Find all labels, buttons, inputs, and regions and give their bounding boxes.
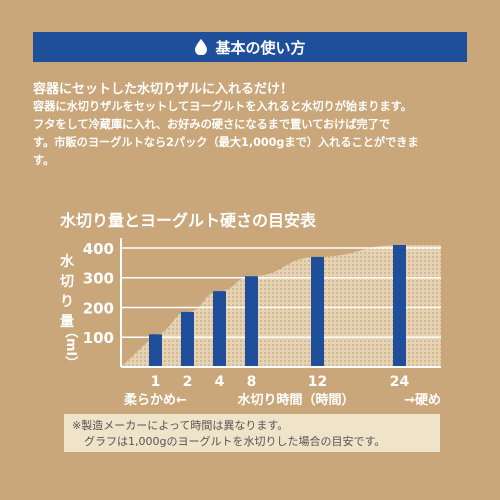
intro-line: フタをして冷蔵庫に入れ、お好みの硬さになるまで置いておけば完了で (33, 118, 391, 131)
y-tick-label: 300 (83, 270, 114, 288)
bar (149, 334, 162, 367)
y-tick-label: 100 (83, 329, 114, 347)
intro-line: 容器に水切りザルをセットしてヨーグルトを入れると水切りが始まります。 (33, 100, 412, 113)
y-axis-label-char: 量 (60, 314, 74, 330)
x-left-caption: 柔らかめ← (123, 393, 187, 408)
y-tick-label: 200 (83, 299, 114, 317)
x-tick-label: 8 (247, 374, 257, 390)
chart-title: 水切り量とヨーグルト硬さの目安表 (60, 211, 317, 230)
y-axis-label-char: 切 (60, 274, 74, 290)
footnote-line: ※製造メーカーによって時間は異なります。 (72, 419, 289, 432)
intro-description: 容器に水切りザルをセットしてヨーグルトを入れると水切りが始まります。 フタをして… (33, 98, 473, 170)
title-banner: 基本の使い方 (33, 32, 467, 62)
x-right-caption: →硬め (404, 393, 441, 408)
bar (245, 276, 258, 367)
x-tick-label: 4 (215, 374, 225, 390)
y-axis-label-char: 水 (60, 253, 75, 270)
banner-title: 基本の使い方 (215, 38, 306, 57)
y-tick-label: 400 (83, 240, 114, 258)
bar (393, 244, 406, 367)
x-tick-label: 1 (151, 374, 161, 390)
x-tick-label: 12 (308, 374, 327, 390)
bar (213, 291, 226, 367)
intro-lead: 容器にセットした水切りザルに入れるだけ！ (33, 82, 294, 97)
intro-line: す。市販のヨーグルトなら2パック（最大1,000gまで）入れることができま (33, 136, 419, 149)
intro-line: す。 (33, 154, 55, 167)
x-tick-label: 24 (390, 374, 410, 390)
x-axis-label: 水切り時間（時間） (237, 392, 354, 408)
water-drop-icon (195, 39, 208, 55)
y-axis-unit: （ml） (63, 325, 79, 369)
x-tick-label: 2 (183, 374, 193, 390)
bar (311, 256, 324, 367)
bar (181, 311, 194, 367)
footnote: ※製造メーカーによって時間は異なります。 グラフは1,000gのヨーグルトを水切… (64, 414, 440, 452)
y-axis-label-char: り (60, 294, 74, 310)
footnote-line: グラフは1,000gのヨーグルトを水切りした場合の目安です。 (84, 435, 386, 448)
